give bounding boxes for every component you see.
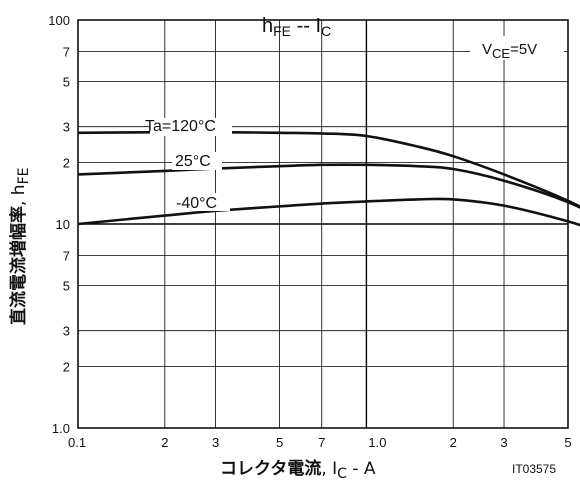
y-axis-label: 直流電流増幅率, hFE	[8, 168, 32, 326]
annotation-bg	[470, 36, 564, 60]
title-second: I	[315, 15, 321, 37]
title-second-sub: C	[321, 23, 331, 39]
y-tick-labels: 1.0 2 3 5 7 10 2 3 5 7 100	[48, 13, 70, 436]
x-tick-label: 5	[564, 435, 571, 450]
annotation-main: V	[482, 41, 492, 58]
y-axis-label-sub: FE	[16, 168, 32, 185]
x-axis-label-sub: C	[337, 466, 347, 482]
y-tick-label: 7	[63, 45, 70, 60]
figure-code: IT03575	[512, 462, 556, 476]
series-line-25c	[77, 163, 580, 209]
series-label-bg-25	[172, 152, 222, 170]
x-axis-label-main: コレクタ電流	[220, 458, 321, 479]
y-tick-label: 2	[63, 360, 70, 375]
series-label-25: 25°C	[175, 153, 211, 170]
title-main: h	[262, 15, 273, 37]
title-main-sub: FE	[273, 23, 291, 39]
series-label-bg-m40	[172, 193, 230, 211]
annotation-sub: CE	[492, 46, 510, 61]
grid-lines	[78, 20, 568, 428]
y-tick-label: 7	[63, 249, 70, 264]
x-tick-label: 2	[450, 435, 457, 450]
y-axis-label-var: , h	[9, 184, 29, 206]
y-axis-label-main: 直流電流増幅率	[8, 206, 29, 325]
x-axis-label: コレクタ電流, IC - A	[220, 458, 376, 482]
y-tick-label: 1.0	[52, 421, 70, 436]
y-tick-label: 3	[63, 120, 70, 135]
grid-major-lines	[78, 20, 568, 428]
y-tick-label: 2	[63, 156, 70, 171]
x-tick-label: 3	[212, 435, 219, 450]
series-label-bg-120	[150, 118, 232, 136]
x-tick-label: 3	[500, 435, 507, 450]
series-label-120: Ta=120°C	[145, 118, 216, 135]
y-tick-label: 3	[63, 324, 70, 339]
x-axis-label-unit: - A	[347, 459, 376, 479]
x-tick-label: 2	[161, 435, 168, 450]
series-label-m40: -40°C	[176, 195, 217, 212]
x-axis-label-var: , I	[321, 459, 337, 479]
x-tick-label: 0.1	[68, 435, 86, 450]
y-tick-label: 100	[48, 13, 70, 28]
x-tick-label: 1.0	[368, 435, 386, 450]
series-lines	[77, 130, 580, 227]
y-tick-label: 5	[63, 278, 70, 293]
title-sep: --	[291, 15, 315, 37]
x-tick-label: 5	[276, 435, 283, 450]
annotation-vce: VCE=5V	[482, 41, 537, 61]
y-tick-label: 5	[63, 74, 70, 89]
x-tick-label: 7	[318, 435, 325, 450]
series-line-minus-40c	[77, 197, 580, 227]
annotation-tail: =5V	[510, 41, 537, 58]
y-tick-label: 10	[56, 217, 70, 232]
chart-title: hFE -- IC	[262, 15, 331, 39]
